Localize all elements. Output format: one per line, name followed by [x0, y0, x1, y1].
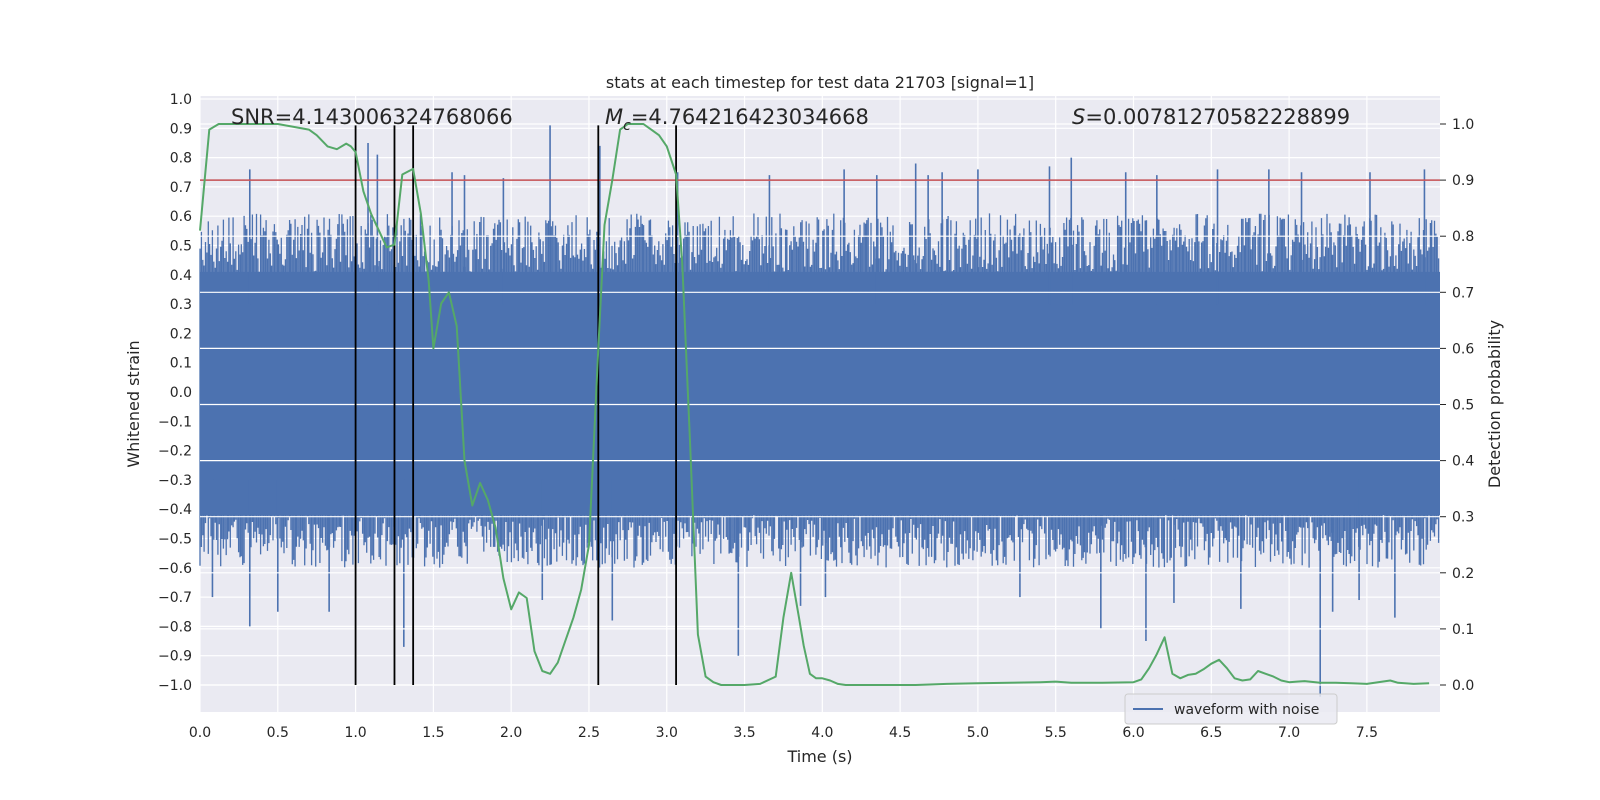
x-tick-label: 1.0 [344, 725, 366, 741]
vertical-markers [354, 125, 677, 685]
y2-tick-label: 0.9 [1452, 173, 1474, 189]
y2-tick-labels: 1.0 0.9 0.8 0.7 0.6 0.5 0.4 0.3 0.2 0.1 0.0 [1440, 117, 1474, 694]
waveform-noise-excursions [199, 213, 1440, 568]
y2-tick-label: 0.6 [1452, 341, 1474, 357]
s-annotation: S=0.00781270582228899 [1072, 105, 1350, 129]
y2-tick-label: 0.3 [1452, 510, 1474, 526]
x-tick-label: 0.0 [189, 725, 211, 741]
chart-title: stats at each timestep for test data 217… [606, 73, 1034, 92]
y2-tick-label: 0.1 [1452, 622, 1474, 638]
y2-tick-label: 0.4 [1452, 454, 1474, 470]
x-tick-label: 2.0 [500, 725, 522, 741]
waveform-series [199, 125, 1440, 697]
chirp-mass-value: =4.764216423034668 [631, 105, 869, 129]
x-tick-label: 4.5 [889, 725, 911, 741]
x-tick-label: 6.0 [1122, 725, 1144, 741]
x-tick-label: 2.5 [578, 725, 600, 741]
chirp-mass-symbol: M [605, 105, 623, 129]
y2-axis-label: Detection probability [1485, 320, 1504, 488]
x-tick-label: 7.5 [1356, 725, 1378, 741]
s-symbol: S [1072, 105, 1085, 129]
s-value: =0.00781270582228899 [1085, 105, 1350, 129]
x-tick-label: 3.5 [733, 725, 755, 741]
x-axis-label: Time (s) [786, 747, 852, 766]
x-tick-labels: 0.0 0.5 1.0 1.5 2.0 2.5 3.0 3.5 4.0 4.5 5.0 5.5 6.0 6… [189, 725, 1378, 741]
y-tick-label: 0.4 [170, 268, 192, 284]
x-tick-label: 4.0 [811, 725, 833, 741]
y-tick-label: −0.6 [158, 561, 192, 577]
x-tick-label: 0.5 [267, 725, 289, 741]
y-tick-label: 0.9 [170, 121, 192, 137]
y-tick-label: 1.0 [170, 92, 192, 108]
y-tick-label: −0.7 [158, 590, 192, 606]
x-tick-label: 1.5 [422, 725, 444, 741]
x-tick-label: 3.0 [656, 725, 678, 741]
y2-tick-label: 0.5 [1452, 398, 1474, 414]
y-tick-label: 0.7 [170, 180, 192, 196]
y-tick-label: 0.8 [170, 151, 192, 167]
x-tick-label: 7.0 [1278, 725, 1300, 741]
x-tick-label: 5.0 [967, 725, 989, 741]
y-tick-label: −0.9 [158, 649, 192, 665]
y-tick-label: 0.0 [170, 385, 192, 401]
legend-label: waveform with noise [1174, 702, 1319, 718]
y-tick-label: 0.2 [170, 326, 192, 342]
y-tick-label: −0.1 [158, 414, 192, 430]
y2-tick-label: 0.0 [1452, 678, 1474, 694]
snr-annotation: SNR=4.143006324768066 [231, 105, 513, 129]
y-tick-label: −0.8 [158, 619, 192, 635]
y-tick-label: −0.4 [158, 502, 192, 518]
y-tick-label: −0.2 [158, 444, 192, 460]
legend-box [1124, 693, 1338, 725]
probability-series [199, 123, 1430, 686]
y-tick-label: −0.3 [158, 473, 192, 489]
y-tick-label: 0.3 [170, 297, 192, 313]
legend: waveform with noise [1124, 693, 1338, 725]
y-axis-label: Whitened strain [124, 340, 143, 467]
detection-probability-line [199, 123, 1430, 686]
x-tick-label: 6.5 [1200, 725, 1222, 741]
y-tick-label: −0.5 [158, 532, 192, 548]
y2-tick-label: 1.0 [1452, 117, 1474, 133]
y2-tick-label: 0.8 [1452, 229, 1474, 245]
y-tick-labels: 1.0 0.9 0.8 0.7 0.6 0.5 0.4 0.3 0.2 0.1 0.0 −0.1 −0.… [158, 92, 192, 694]
x-tick-label: 5.5 [1045, 725, 1067, 741]
chirp-mass-annotation: Mc=4.764216423034668 [605, 105, 869, 134]
y-tick-label: 0.1 [170, 356, 192, 372]
y2-tick-label: 0.7 [1452, 285, 1474, 301]
y-tick-label: 0.6 [170, 209, 192, 225]
y-tick-label: −1.0 [158, 678, 192, 694]
y2-tick-label: 0.2 [1452, 566, 1474, 582]
y-tick-label: 0.5 [170, 239, 192, 255]
chirp-mass-subscript: c [623, 118, 631, 134]
